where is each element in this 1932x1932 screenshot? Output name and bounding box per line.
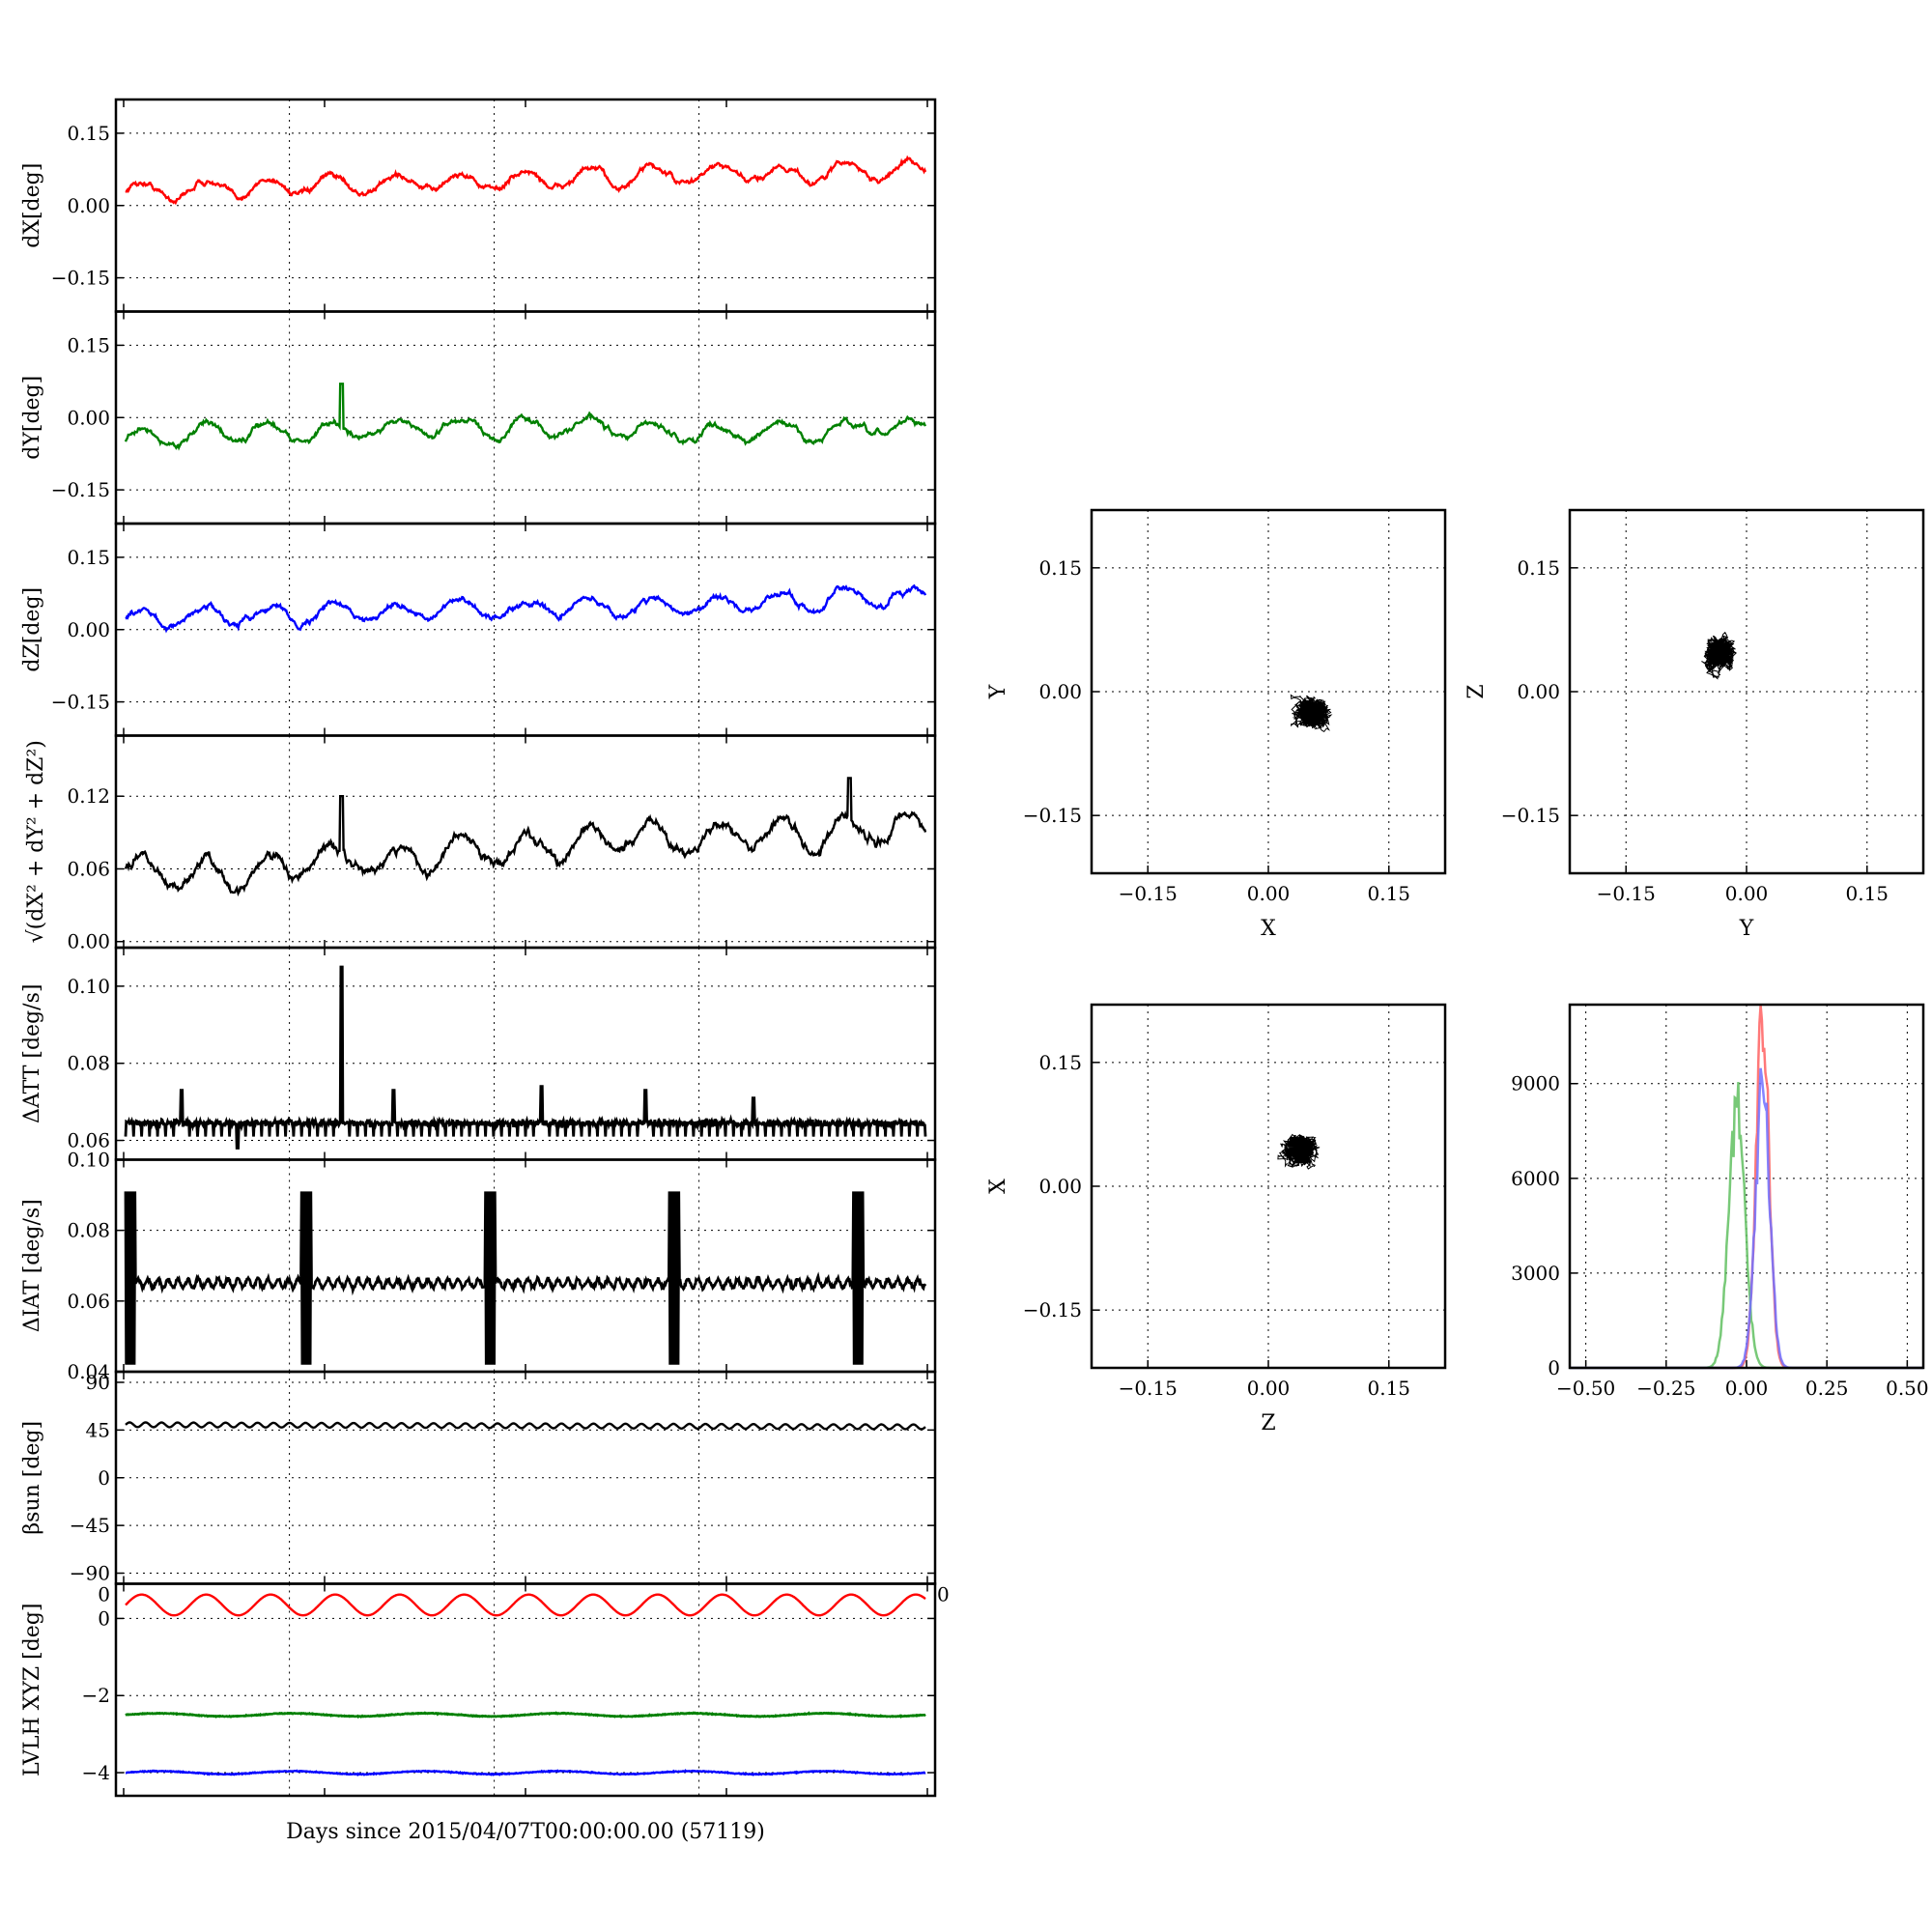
y-tick-label: 0.15	[1038, 1051, 1082, 1074]
y-tick-label: −45	[70, 1514, 110, 1537]
y-axis-label: X	[986, 1179, 1010, 1194]
y-tick-label: 0.15	[67, 122, 110, 145]
series-line	[125, 155, 927, 206]
series-line	[124, 965, 927, 1150]
x-tick-label: −0.15	[1119, 1377, 1178, 1400]
y-tick-label: 0.15	[67, 333, 110, 356]
x-tick-label: 0.15	[1368, 1377, 1411, 1400]
panel-frame	[1568, 1003, 1925, 1370]
x-axis-label: Y	[1739, 917, 1754, 941]
y-tick-label: 0.06	[67, 1129, 110, 1152]
panel-frame	[114, 734, 937, 950]
y-tick-label: 0.12	[67, 784, 110, 808]
panel-frame	[114, 1582, 937, 1798]
y-tick-label: −90	[70, 1562, 110, 1585]
y-tick-label: −2	[82, 1684, 110, 1707]
y-tick-label: 0.00	[67, 930, 110, 953]
x-tick-label: −0.50	[1556, 1377, 1615, 1400]
y-tick-label: 0.00	[67, 406, 110, 429]
x-tick-label: −0.25	[1636, 1377, 1695, 1400]
y-axis-label: dZ[deg]	[20, 587, 44, 672]
y-axis-label: βsun [deg]	[20, 1421, 44, 1535]
y-axis-label: √(dX² + dY² + dZ²)	[24, 740, 48, 943]
series-line	[125, 1421, 926, 1431]
series-line	[125, 1593, 926, 1617]
y-axis-label: ΔIAT [deg/s]	[20, 1199, 44, 1332]
scatter-trace	[1701, 631, 1738, 680]
y-tick-label: 0.00	[1517, 680, 1560, 703]
x-tick-label: 0.00	[1725, 882, 1769, 905]
y-tick-label: 0.15	[1038, 556, 1082, 580]
y-tick-label: −0.15	[1501, 804, 1560, 827]
y-tick-label: 0.06	[67, 1290, 110, 1313]
series-line	[124, 777, 927, 897]
x-tick-label: 0.00	[1247, 882, 1291, 905]
y-axis-label: Y	[986, 684, 1010, 699]
y-tick-label: 0.00	[1038, 1175, 1082, 1198]
y-tick-label: 0.15	[1517, 556, 1560, 580]
series-line	[126, 1769, 926, 1776]
y-tick-label: 0.10	[67, 1149, 110, 1172]
y-tick-label: 0.08	[67, 1219, 110, 1242]
x-edge-label: 0	[937, 1583, 950, 1606]
histogram-line	[1570, 1082, 1923, 1370]
x-tick-label: 0.15	[1368, 882, 1411, 905]
x-axis-label: Days since 2015/04/07T00:00:00.00 (57119…	[286, 1820, 765, 1844]
y-tick-label: 0	[1548, 1356, 1560, 1379]
x-tick-label: 0.00	[1247, 1377, 1291, 1400]
series-line	[125, 1711, 925, 1719]
scatter-trace	[1290, 694, 1333, 733]
panel-frame	[1568, 508, 1925, 875]
series-line	[124, 383, 927, 451]
y-axis-label: dX[deg]	[20, 163, 44, 248]
y-tick-label: 90	[86, 1371, 110, 1394]
panel-frame	[1090, 1003, 1447, 1370]
y-tick-label: 0.10	[67, 975, 110, 998]
x-tick-label: 0.15	[1846, 882, 1889, 905]
y-tick-label: 3000	[1511, 1262, 1560, 1285]
scatter-trace	[1277, 1133, 1321, 1170]
y-tick-label: 0.15	[67, 546, 110, 569]
y-tick-label: 9000	[1511, 1072, 1560, 1095]
x-edge-label: 0	[98, 1583, 110, 1606]
y-tick-label: 0.08	[67, 1052, 110, 1075]
x-axis-label: X	[1261, 917, 1276, 941]
y-tick-label: 0.00	[1038, 680, 1082, 703]
y-tick-label: −4	[82, 1761, 110, 1784]
y-tick-label: 0.04	[67, 1360, 110, 1383]
series-line	[125, 583, 927, 634]
y-tick-label: −0.15	[1023, 804, 1082, 827]
y-tick-label: −0.15	[1023, 1298, 1082, 1321]
y-tick-label: 0	[98, 1466, 110, 1490]
y-axis-label: ΔATT [deg/s]	[20, 984, 44, 1123]
y-tick-label: −0.15	[51, 267, 110, 290]
y-tick-label: −0.15	[51, 691, 110, 714]
y-tick-label: 6000	[1511, 1167, 1560, 1190]
x-tick-label: −0.15	[1597, 882, 1656, 905]
y-tick-label: 0.00	[67, 618, 110, 641]
x-tick-label: 0.50	[1886, 1377, 1929, 1400]
x-tick-label: 0.25	[1805, 1377, 1849, 1400]
y-tick-label: 45	[86, 1418, 110, 1441]
y-axis-label: LVLH XYZ [deg]	[20, 1604, 44, 1777]
x-axis-label: Z	[1261, 1411, 1275, 1435]
series-line	[124, 1191, 927, 1365]
y-tick-label: 0.00	[67, 194, 110, 217]
y-axis-label: Z	[1464, 684, 1489, 698]
y-tick-label: 0.06	[67, 857, 110, 880]
panel-frame	[114, 1158, 937, 1374]
y-tick-label: −0.15	[51, 478, 110, 501]
x-tick-label: −0.15	[1119, 882, 1178, 905]
x-tick-label: 0.00	[1725, 1377, 1769, 1400]
y-tick-label: 0	[98, 1606, 110, 1630]
panel-frame	[1090, 508, 1447, 875]
y-axis-label: dY[deg]	[20, 376, 44, 460]
